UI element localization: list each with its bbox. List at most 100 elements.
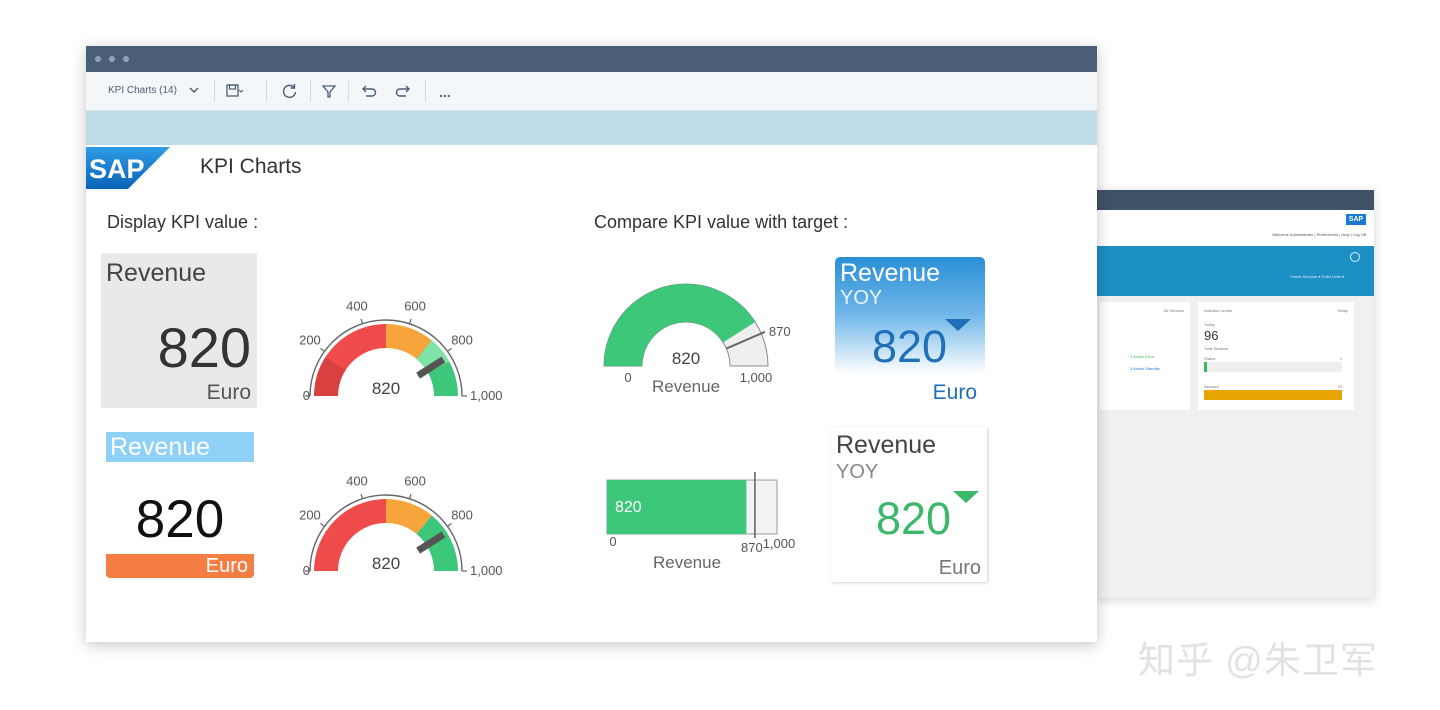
gauge-tick — [447, 347, 452, 352]
tile-value: 820 — [872, 321, 948, 372]
tile-unit: Euro — [205, 555, 248, 577]
bg-card2-filter[interactable]: Today — [1337, 308, 1348, 313]
bullet-min-label: 0 — [609, 534, 616, 549]
tile-title: Revenue — [110, 433, 211, 461]
refresh-icon[interactable] — [280, 81, 300, 101]
gauge-tick — [447, 522, 452, 527]
gauge-tick — [320, 347, 325, 352]
page-title: KPI Charts — [200, 155, 302, 178]
banner-band — [86, 111, 1097, 145]
tile-value: 820 — [135, 490, 225, 549]
gauge-tick-label: 200 — [299, 333, 321, 348]
bg-card-sensors[interactable]: Alt Sensors 1 Active Error 1 Active Stan… — [1100, 302, 1190, 410]
toolbar-separator — [214, 80, 215, 102]
filter-icon[interactable] — [319, 81, 339, 101]
gauge-tick-label: 600 — [404, 299, 426, 314]
bg-card2-sub: Total Sensors — [1204, 346, 1229, 351]
toolbar-separator — [348, 80, 349, 102]
gauge-tick-label: 800 — [451, 508, 473, 523]
bg-card2-row2-label: Sensors — [1204, 384, 1219, 389]
toolbar-separator — [266, 80, 267, 102]
gauge-tick — [320, 522, 325, 527]
gauge-tick-label: 1,000 — [470, 563, 503, 578]
gauge-orange-band — [386, 324, 432, 360]
gauge-shade-band — [314, 357, 346, 396]
bg-card-indicators[interactable]: Indicator Levels Today Today 96 Total Se… — [1198, 302, 1354, 410]
target-gauge-target-label: 870 — [769, 324, 791, 339]
bg-status-track — [1204, 362, 1342, 372]
gauge-title-label: Revenue — [354, 588, 422, 589]
gauge-outer-arc — [309, 494, 463, 572]
gauge-tick-label: 0 — [303, 388, 310, 403]
bg-filters[interactable]: Feeds Sensors ▾ Child Units ▾ — [1290, 274, 1344, 279]
gauge-needle — [416, 531, 446, 554]
bullet-max-label: 1,000 — [763, 536, 796, 551]
gauge-tick-label: 600 — [404, 474, 426, 489]
tile-header: Revenue — [106, 432, 254, 462]
bullet-chart[interactable]: 820 0 870 1,000 Revenue — [601, 464, 801, 574]
gauge-tick — [408, 493, 412, 499]
bg-sap-logo: SAP — [1346, 214, 1366, 225]
tile-subtitle: YOY — [836, 461, 879, 483]
tile-value: 820 — [876, 493, 952, 544]
section-compare-title: Compare KPI value with target : — [594, 212, 849, 232]
window-titlebar — [86, 46, 1097, 72]
gauge-value-label: 820 — [372, 379, 400, 398]
window-dot[interactable] — [95, 56, 101, 62]
main-window: KPI Charts (14) ... SAP KPI Charts Displ… — [86, 46, 1097, 642]
chevron-down-icon — [189, 87, 199, 94]
bg-sensors-bar — [1204, 390, 1342, 400]
gauge-needle — [416, 356, 446, 379]
gauge-tick — [360, 493, 364, 499]
bullet-target-label: 870 — [741, 540, 763, 555]
gauge-tick — [360, 318, 364, 324]
redo-icon[interactable] — [394, 81, 414, 101]
bg-card2-row1-value: 1 — [1339, 356, 1342, 361]
undo-icon[interactable] — [358, 81, 378, 101]
bullet-value-bar — [607, 480, 747, 534]
section-display-title: Display KPI value : — [107, 212, 259, 232]
bg-card1-item: 1 Active Standby — [1130, 366, 1160, 371]
sap-logo: SAP — [86, 147, 170, 189]
kpi-tile-trend-blue[interactable]: Revenue YOY 820 Euro — [835, 257, 985, 407]
toolbar-separator — [425, 80, 426, 102]
target-gauge-value-label: 820 — [672, 349, 700, 368]
bg-card1-item: 1 Active Error — [1130, 354, 1155, 359]
save-icon[interactable] — [224, 81, 244, 101]
tile-footer: Euro — [106, 554, 254, 578]
tile-title: Revenue — [840, 259, 941, 287]
page-header: SAP KPI Charts — [86, 145, 1097, 193]
gauge-green-band — [416, 515, 458, 571]
gauge-tick — [408, 318, 412, 324]
tile-title: Revenue — [106, 259, 207, 287]
kpi-tile-colored[interactable]: Revenue 820 Euro — [106, 432, 254, 580]
target-gauge-value-band — [604, 283, 756, 366]
tile-value: 820 — [157, 316, 251, 379]
tile-subtitle: YOY — [840, 287, 883, 309]
speedometer-gauge[interactable]: 0 200 400 600 800 1,000 820 Revenue — [296, 264, 526, 414]
target-gauge[interactable]: 0 1,000 870 820 Revenue — [591, 274, 821, 404]
bg-settings-icon[interactable] — [1350, 252, 1360, 262]
gauge-tick-label: 200 — [299, 508, 321, 523]
toolbar-separator — [310, 80, 311, 102]
bg-card2-header: Indicator Levels — [1204, 308, 1233, 313]
gauge-orange-band — [386, 499, 432, 535]
bg-welcome-text[interactable]: Welcome Administrator | Preferences | He… — [1272, 232, 1366, 237]
bg-card1-header[interactable]: Alt Sensors — [1163, 308, 1184, 313]
toolbar: KPI Charts (14) ... — [86, 72, 1097, 111]
bg-card2-row1-label: Status — [1204, 356, 1216, 361]
window-dot[interactable] — [123, 56, 129, 62]
gauge-tick-label: 400 — [346, 474, 368, 489]
bg-card2-value: 96 — [1204, 328, 1219, 343]
kpi-tile-plain[interactable]: Revenue 820 Euro — [101, 253, 257, 408]
kpi-tile-trend-green[interactable]: Revenue YOY 820 Euro — [831, 427, 987, 582]
watermark-text: 知乎 @朱卫军 — [1138, 640, 1378, 681]
gauge-tick-label: 400 — [346, 299, 368, 314]
target-gauge-max-label: 1,000 — [740, 370, 773, 385]
speedometer-gauge[interactable]: 0 200 400 600 800 1,000 820 Revenue — [296, 439, 526, 589]
window-dot[interactable] — [109, 56, 115, 62]
kpi-charts-dropdown[interactable]: KPI Charts (14) — [108, 72, 200, 110]
more-icon[interactable]: ... — [439, 84, 451, 100]
trend-down-icon — [945, 319, 971, 331]
kpi-dropdown-label: KPI Charts (14) — [108, 85, 177, 96]
